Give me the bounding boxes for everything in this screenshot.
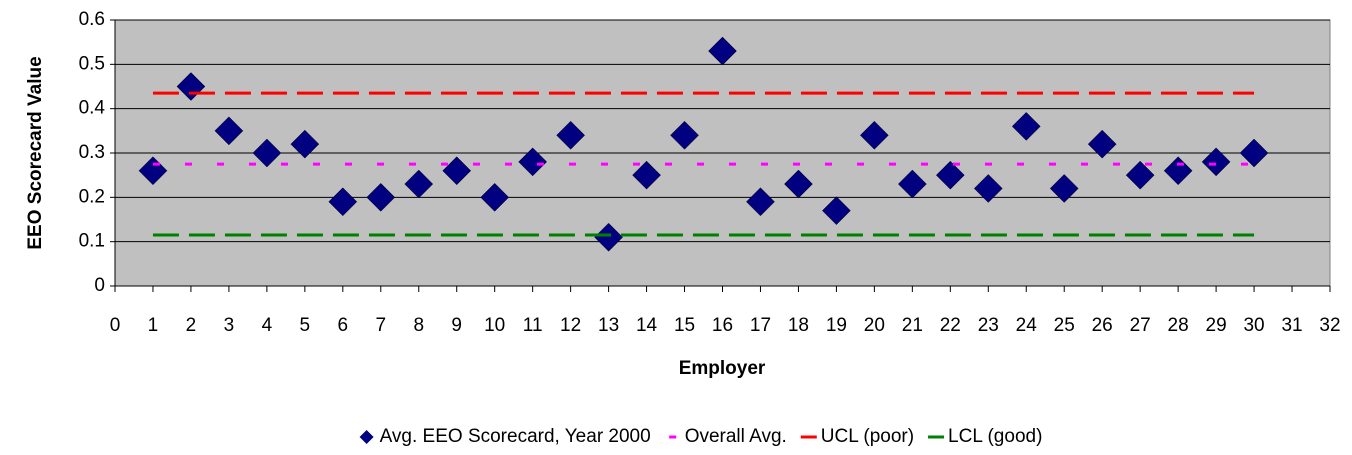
x-tick-label: 29 — [1206, 315, 1227, 336]
x-tick-label: 23 — [978, 315, 999, 336]
legend-item: LCL (good) — [928, 426, 1042, 447]
x-tick-label: 2 — [186, 315, 197, 336]
y-tick-label: 0.1 — [79, 231, 105, 252]
y-axis-title: EEO Scorecard Value — [25, 56, 46, 249]
x-tick-label: 6 — [338, 315, 349, 336]
data-point — [935, 160, 965, 190]
x-tick-label: 31 — [1281, 315, 1302, 336]
data-point — [138, 156, 168, 186]
data-point — [480, 182, 510, 212]
legend-item: Overall Avg. — [669, 426, 787, 447]
y-tick-label: 0 — [94, 275, 105, 296]
y-tick-label: 0.4 — [79, 98, 106, 119]
data-point — [708, 36, 737, 66]
x-tick-label: 24 — [1016, 315, 1038, 336]
y-tick-label: 0.6 — [79, 9, 105, 30]
data-point — [214, 116, 244, 146]
x-tick-label: 1 — [148, 315, 159, 336]
x-tick-label: 9 — [451, 315, 462, 336]
data-point — [1087, 129, 1117, 159]
x-axis-title: Employer — [679, 358, 766, 379]
data-point — [328, 187, 358, 217]
data-point — [252, 138, 282, 168]
x-tick-label: 11 — [523, 315, 543, 336]
data-point — [442, 156, 472, 186]
x-tick-label: 15 — [674, 315, 695, 336]
x-tick-label: 14 — [636, 315, 658, 336]
data-point — [1125, 160, 1155, 190]
x-tick-label: 12 — [560, 315, 581, 336]
data-point — [784, 169, 813, 199]
x-tick-label: 8 — [413, 315, 424, 336]
data-point — [632, 160, 661, 190]
data-point — [670, 120, 699, 150]
x-tick-label: 7 — [375, 315, 386, 336]
x-tick-label: 21 — [902, 315, 923, 336]
x-tick-label: 17 — [750, 315, 771, 336]
data-point — [897, 169, 927, 199]
x-tick-label: 25 — [1054, 315, 1075, 336]
x-tick-label: 0 — [110, 315, 121, 336]
x-tick-label: 27 — [1130, 315, 1151, 336]
legend-marker — [359, 430, 374, 444]
data-point — [556, 120, 585, 150]
x-tick-label: 5 — [300, 315, 311, 336]
legend-label: LCL (good) — [948, 426, 1042, 447]
x-tick-label: 28 — [1168, 315, 1189, 336]
x-tick-label: 30 — [1243, 315, 1264, 336]
x-tick-label: 18 — [788, 315, 809, 336]
legend-item: Avg. EEO Scorecard, Year 2000 — [359, 426, 651, 447]
x-tick-label: 3 — [224, 315, 235, 336]
data-point — [176, 72, 206, 101]
data-point — [746, 187, 775, 217]
data-point — [290, 129, 320, 159]
data-point — [1011, 112, 1041, 141]
y-tick-label: 0.3 — [79, 142, 105, 163]
data-point — [366, 182, 396, 212]
x-tick-label: 16 — [712, 315, 733, 336]
data-point — [860, 120, 889, 150]
x-tick-label: 32 — [1319, 315, 1340, 336]
y-tick-label: 0.2 — [79, 186, 105, 207]
data-point — [973, 174, 1003, 203]
x-tick-label: 20 — [864, 315, 885, 336]
data-point — [594, 222, 623, 252]
data-point — [822, 196, 851, 225]
data-point — [518, 147, 548, 177]
data-point — [1049, 174, 1079, 203]
y-tick-label: 0.5 — [79, 53, 105, 74]
legend-label: Avg. EEO Scorecard, Year 2000 — [380, 426, 651, 447]
legend-label: UCL (poor) — [821, 426, 914, 447]
x-tick-label: 4 — [262, 315, 273, 336]
data-point — [1239, 138, 1269, 168]
x-tick-label: 26 — [1092, 315, 1113, 336]
legend-item: UCL (poor) — [800, 426, 914, 447]
x-tick-label: 22 — [940, 315, 961, 336]
data-point — [1163, 156, 1193, 186]
x-tick-label: 10 — [484, 315, 505, 336]
x-tick-label: 13 — [598, 315, 619, 336]
data-point — [1201, 147, 1231, 177]
x-tick-label: 19 — [826, 315, 847, 336]
data-point — [404, 169, 434, 199]
legend-label: Overall Avg. — [685, 426, 787, 447]
